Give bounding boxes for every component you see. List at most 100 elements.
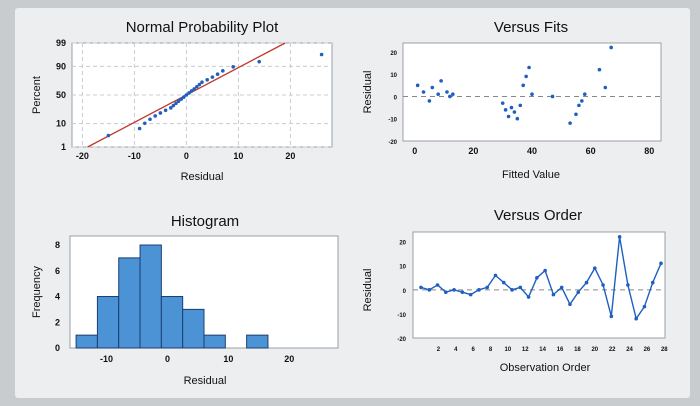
npp-x-tick: 10 [233, 151, 243, 161]
fits-plot-area [402, 42, 662, 142]
order-x-tick: 28 [661, 347, 668, 353]
order-x-tick: 20 [591, 347, 598, 353]
fits-marks: 0 20 40 60 80 20 10 0 -10 -20 [388, 45, 661, 156]
hist-bar [203, 334, 226, 349]
npp-point [179, 97, 183, 101]
order-point [592, 266, 597, 270]
npp-point [210, 75, 215, 79]
fits-point [512, 110, 517, 114]
npp-point [153, 114, 157, 118]
npp-point [137, 126, 142, 131]
fits-x-label: Fitted Value [502, 169, 560, 181]
order-x-tick: 8 [489, 347, 493, 353]
npp-point [143, 121, 147, 126]
fits-point [524, 74, 528, 79]
npp-point [106, 133, 111, 138]
fits-point [451, 92, 455, 97]
hist-bar [182, 308, 205, 349]
fits-point [445, 90, 449, 94]
order-x-tick: 4 [454, 347, 458, 353]
npp-point [174, 101, 178, 106]
order-point [584, 280, 589, 285]
npp-x-label: Residual [181, 171, 224, 183]
npp-x-tick: -10 [128, 151, 141, 161]
npp-point [176, 99, 181, 103]
fits-point [568, 121, 572, 125]
hist-marks: -10 0 10 20 0 2 4 6 8 [55, 240, 294, 364]
npp-y-tick: 50 [56, 90, 66, 100]
order-y-tick: 20 [399, 241, 406, 247]
fits-point [597, 67, 602, 72]
fits-point [430, 85, 435, 90]
order-point [650, 280, 655, 285]
npp-point [192, 87, 196, 91]
hist-y-tick: 0 [55, 343, 60, 353]
order-point [452, 288, 456, 292]
order-point [617, 235, 622, 239]
fits-point [503, 108, 508, 112]
order-point [460, 290, 465, 295]
order-point [609, 314, 614, 319]
hist-bar [160, 296, 184, 349]
npp-y-tick: 99 [56, 38, 66, 48]
fits-point [500, 101, 505, 105]
fits-x-tick: 20 [468, 146, 478, 156]
fits-y-tick: 20 [390, 51, 397, 57]
npp-point [231, 65, 235, 69]
npp-point [200, 80, 204, 85]
order-y-tick: 0 [403, 289, 407, 295]
fits-point [550, 94, 555, 99]
order-point [642, 304, 647, 309]
order-point [510, 288, 514, 292]
npp-point [163, 108, 168, 113]
fits-x-tick: 40 [527, 146, 537, 156]
order-point [634, 316, 638, 321]
npp-x-tick: 0 [184, 151, 189, 161]
npp-x-tick: -20 [76, 151, 89, 161]
npp-y-tick: 90 [56, 61, 66, 71]
order-point [435, 283, 440, 287]
fits-point [521, 83, 526, 88]
fits-y-tick: -10 [388, 118, 397, 124]
order-x-tick: 24 [626, 347, 633, 353]
order-point [626, 283, 630, 287]
order-point [444, 290, 448, 295]
order-point [568, 302, 572, 307]
fits-point [515, 116, 520, 121]
fits-point [580, 99, 584, 103]
order-point [576, 290, 581, 295]
npp-point [182, 95, 186, 99]
hist-y-label: Frequency [31, 266, 43, 318]
fits-point [603, 85, 608, 90]
hist-bar [96, 296, 120, 349]
npp-marks: -20 -10 0 10 20 1 10 50 90 99 [56, 38, 324, 161]
fits-y-tick: 0 [394, 95, 398, 101]
order-point [526, 295, 531, 299]
fits-point [609, 45, 613, 50]
hist-bar [118, 257, 141, 349]
order-point [559, 285, 564, 290]
order-x-tick: 18 [574, 347, 581, 353]
order-point [551, 292, 556, 297]
order-x-tick: 10 [505, 347, 512, 353]
fits-x-tick: 0 [412, 146, 417, 156]
order-x-tick: 22 [609, 347, 616, 353]
hist-x-tick: 0 [165, 354, 170, 364]
fits-point [577, 103, 581, 108]
order-point [518, 285, 523, 290]
versus-order-panel: Versus Order Observation Order Residual … [362, 207, 668, 374]
order-y-tick: 10 [399, 265, 406, 271]
hist-x-tick: 10 [223, 354, 233, 364]
npp-point [169, 106, 173, 110]
order-y-tick: -20 [397, 337, 406, 343]
fits-point [427, 99, 432, 103]
order-y-label: Residual [362, 269, 374, 312]
hist-x-tick: -10 [100, 354, 113, 364]
fits-point [415, 83, 420, 88]
npp-point [187, 91, 191, 95]
versus-fits-panel: Versus Fits Fitted Value Residual 0 20 40 6… [362, 19, 662, 181]
normal-probability-panel: Normal Probability Plot Residual Percent… [31, 19, 333, 183]
fits-y-label: Residual [362, 71, 374, 114]
npp-y-tick: 10 [56, 119, 66, 129]
npp-point [171, 103, 176, 108]
